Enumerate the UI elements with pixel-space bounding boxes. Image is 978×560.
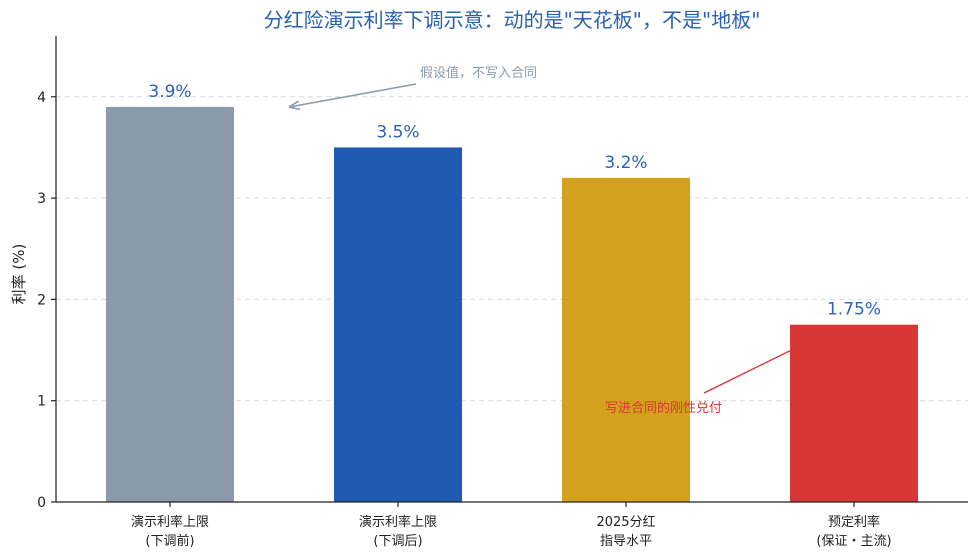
y-tick-label: 3 (37, 191, 46, 207)
value-labels: 3.9% 3.5% 3.2% 1.75% (148, 82, 881, 320)
bars (106, 106, 918, 503)
bar-value-label: 3.2% (604, 153, 647, 173)
annotation-line (703, 350, 791, 394)
bar-value-label: 3.5% (376, 122, 419, 142)
x-tick-label: 2025分红指导水平 (596, 514, 655, 549)
annotation-arrow (290, 83, 417, 107)
x-tick-labels: 演示利率上限(下调前) 演示利率上限(下调后) 2025分红指导水平 预定利率(保证・… (131, 502, 892, 549)
x-tick-label: 预定利率(保证・主流) (816, 514, 891, 549)
bar (790, 324, 918, 502)
y-tick-labels: 0 1 2 3 4 (37, 90, 56, 511)
axes (55, 36, 968, 503)
bar (334, 147, 462, 502)
annotation-text: 写进合同的刚性兑付 (605, 400, 722, 416)
bar-value-label: 3.9% (148, 82, 191, 102)
chart-title: 分红险演示利率下调示意：动的是"天花板"，不是"地板" (264, 8, 761, 32)
y-axis-label: 利率 (%) (10, 244, 28, 305)
bar-value-label: 1.75% (827, 300, 881, 320)
y-tick-label: 2 (37, 292, 46, 308)
y-tick-label: 4 (37, 90, 46, 106)
annotation-text: 假设值，不写入合同 (420, 65, 537, 81)
bar (562, 177, 690, 502)
y-tick-label: 0 (37, 495, 46, 511)
x-tick-label: 演示利率上限(下调前) (131, 514, 209, 549)
y-tick-label: 1 (37, 394, 46, 410)
x-tick-label: 演示利率上限(下调后) (359, 514, 437, 549)
bar (106, 106, 234, 503)
